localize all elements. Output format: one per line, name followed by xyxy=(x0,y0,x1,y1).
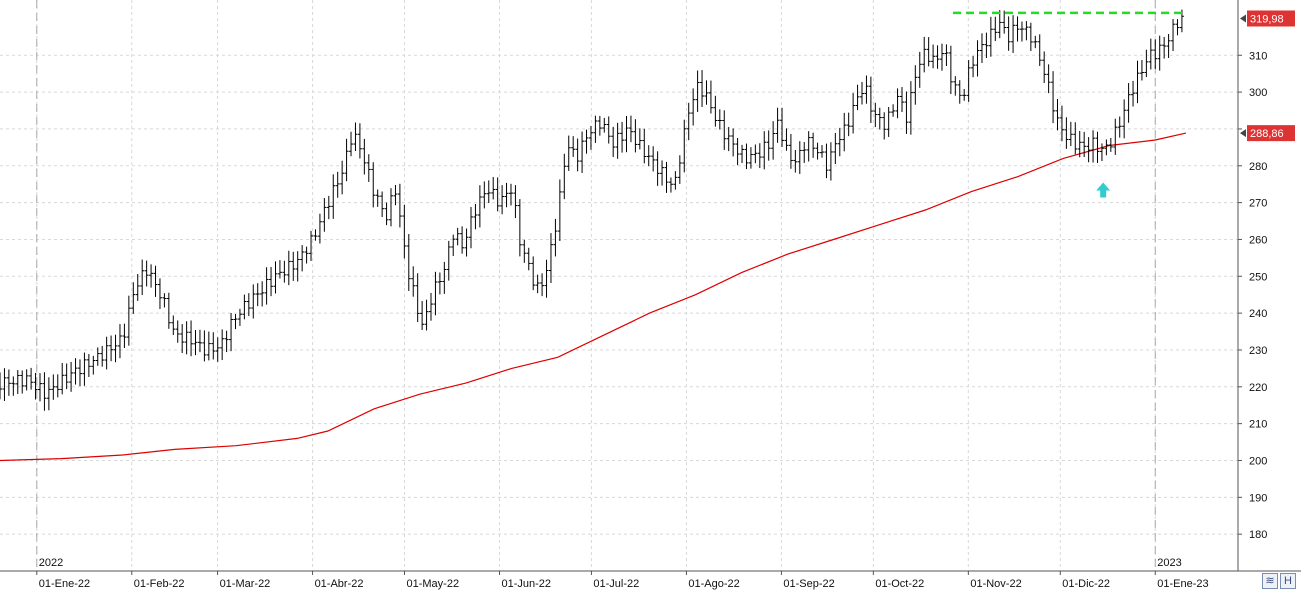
y-tick-label: 270 xyxy=(1249,198,1267,210)
y-tick-label: 300 xyxy=(1249,87,1267,99)
price-tag-pointer xyxy=(1240,14,1246,23)
x-tick-label: 01-Jul-22 xyxy=(593,578,639,590)
y-tick-label: 240 xyxy=(1249,308,1267,320)
indicator-toggle-icon[interactable]: ≋ xyxy=(1262,573,1278,589)
price-tag-label: 319,98 xyxy=(1250,13,1284,25)
y-tick-label: 280 xyxy=(1249,161,1267,173)
x-tick-label: 01-Ene-23 xyxy=(1157,578,1208,590)
x-tick-label: 01-Ene-22 xyxy=(39,578,90,590)
y-tick-label: 250 xyxy=(1249,271,1267,283)
price-tag-box xyxy=(1247,125,1295,142)
x-tick-label: 01-Abr-22 xyxy=(315,578,364,590)
y-tick-label: 310 xyxy=(1249,50,1267,62)
year-label: 2023 xyxy=(1157,557,1181,569)
x-tick-label: 01-Ago-22 xyxy=(688,578,739,590)
x-tick-label: 01-Dic-22 xyxy=(1062,578,1110,590)
x-tick-label: 01-Mar-22 xyxy=(220,578,271,590)
x-tick-label: 01-Jun-22 xyxy=(501,578,551,590)
x-tick-label: 01-Oct-22 xyxy=(875,578,924,590)
y-tick-label: 190 xyxy=(1249,492,1267,504)
price-tag-label: 288,86 xyxy=(1250,128,1284,140)
x-tick-label: 01-May-22 xyxy=(406,578,459,590)
y-tick-label: 200 xyxy=(1249,455,1267,467)
y-tick-label: 260 xyxy=(1249,234,1267,246)
x-tick-label: 01-Sep-22 xyxy=(783,578,834,590)
save-icon[interactable]: H xyxy=(1280,573,1296,589)
y-tick-label: 220 xyxy=(1249,382,1267,394)
moving-average-line xyxy=(0,132,1187,462)
price-tag-box xyxy=(1247,10,1295,27)
y-tick-label: 180 xyxy=(1249,529,1267,541)
x-tick-label: 01-Feb-22 xyxy=(134,578,185,590)
price-tag-pointer xyxy=(1240,129,1246,138)
year-label: 2022 xyxy=(39,557,63,569)
signal-up-arrow-icon xyxy=(1096,182,1111,198)
x-tick-label: 01-Nov-22 xyxy=(970,578,1021,590)
y-tick-label: 210 xyxy=(1249,419,1267,431)
y-tick-label: 230 xyxy=(1249,345,1267,357)
